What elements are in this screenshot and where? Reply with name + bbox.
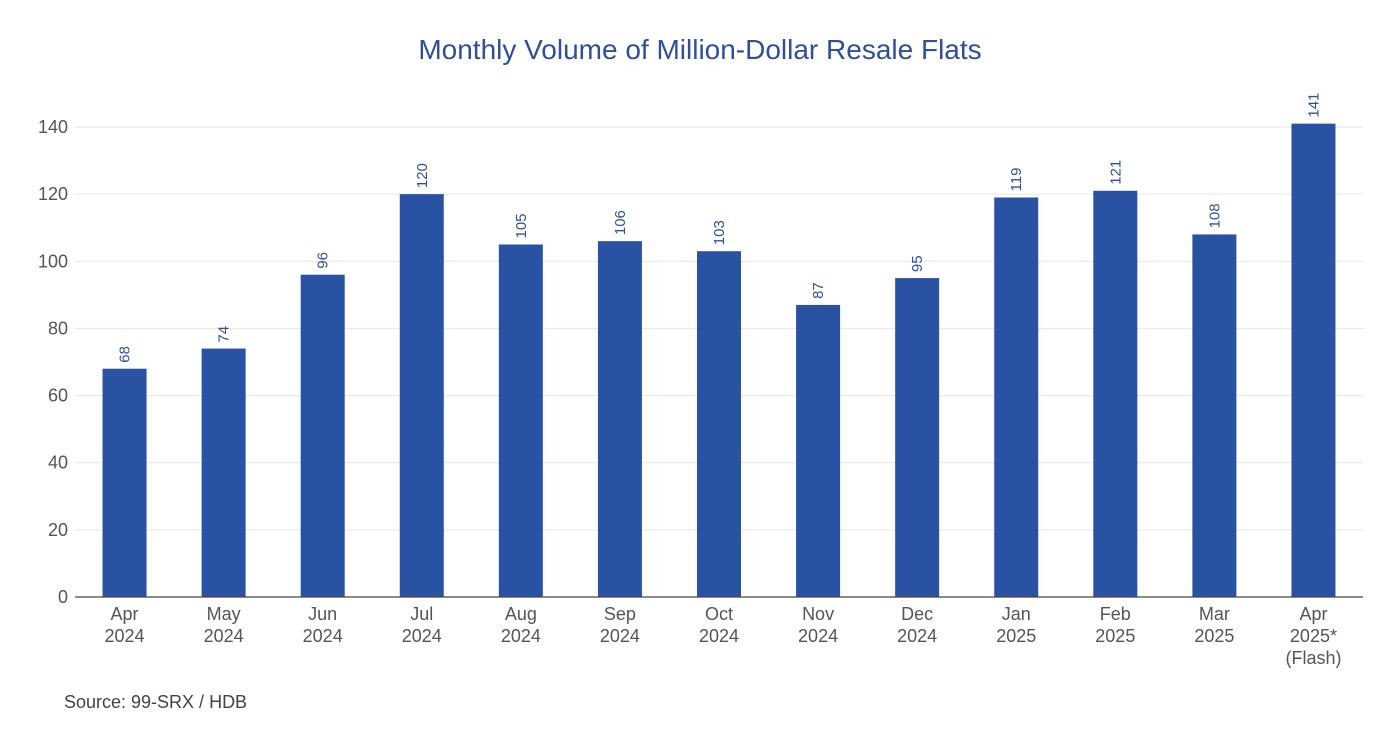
bar [1291,123,1336,598]
x-tick-label: 2024 [699,626,739,646]
x-tick-label: 2024 [204,626,244,646]
y-tick-label: 140 [38,117,68,137]
y-tick-label: 0 [58,587,68,607]
x-tick-label: Apr [111,604,139,624]
chart-title: Monthly Volume of Million-Dollar Resale … [418,34,982,65]
y-tick-label: 60 [48,386,68,406]
data-label: 96 [315,252,332,269]
data-label: 119 [1008,168,1025,192]
data-label: 121 [1107,160,1124,185]
y-tick-label: 20 [48,520,68,540]
y-tick-label: 40 [48,453,68,473]
source-note: Source: 99-SRX / HDB [64,692,248,712]
x-tick-label: 2024 [303,626,343,646]
x-tick-label: Jan [1002,604,1031,624]
x-axis-ticks: Apr2024May2024Jun2024Jul2024Aug2024Sep20… [105,604,1342,668]
x-tick-label: 2025 [996,626,1036,646]
bar [399,194,444,597]
data-label: 106 [612,210,629,235]
x-tick-label: 2025 [1095,626,1135,646]
x-tick-label: 2024 [600,626,640,646]
x-tick-label: Dec [901,604,933,624]
bar [498,244,543,597]
x-tick-label: 2024 [897,626,937,646]
x-tick-label: Aug [505,604,537,624]
bars [102,123,1336,598]
x-tick-label: Mar [1199,604,1230,624]
y-axis-ticks: 0 20 40 60 80 100 120 140 [38,117,68,607]
x-tick-label: 2024 [501,626,541,646]
bar [796,304,841,597]
bar [1093,190,1138,598]
x-tick-label: 2025 [1194,626,1234,646]
y-tick-label: 100 [38,251,68,271]
x-tick-label: 2024 [105,626,145,646]
data-label: 120 [414,163,431,188]
bar [597,241,642,597]
x-tick-label: (Flash) [1285,648,1341,668]
x-tick-label: 2024 [402,626,442,646]
data-label: 74 [216,326,233,343]
data-label: 87 [810,282,827,299]
x-tick-label: 2025* [1290,626,1337,646]
data-label: 141 [1305,93,1322,118]
x-tick-label: Sep [604,604,636,624]
bar [1192,234,1237,597]
data-label: 105 [513,213,530,238]
bar [102,368,147,597]
bar [994,197,1039,597]
y-tick-label: 120 [38,184,68,204]
data-label: 95 [909,255,926,272]
x-tick-label: Jul [410,604,433,624]
bar-chart: 0 20 40 60 80 100 120 140 68 74 96 120 105 106 103 87 9… [38,93,1363,668]
data-label: 68 [117,346,134,363]
bar [697,251,741,597]
bar [300,274,345,597]
y-tick-label: 80 [48,318,68,338]
bar [201,348,246,597]
x-tick-label: Feb [1100,604,1131,624]
x-tick-label: 2024 [798,626,838,646]
x-tick-label: Jun [308,604,337,624]
data-labels: 68 74 96 120 105 106 103 87 95 119 121 108 141 [117,93,1323,363]
x-tick-label: May [207,604,241,624]
x-tick-label: Nov [802,604,834,624]
x-tick-label: Apr [1299,604,1327,624]
x-tick-label: Oct [705,604,733,624]
bar [895,278,940,597]
data-label: 108 [1206,203,1223,228]
data-label: 103 [711,220,728,245]
